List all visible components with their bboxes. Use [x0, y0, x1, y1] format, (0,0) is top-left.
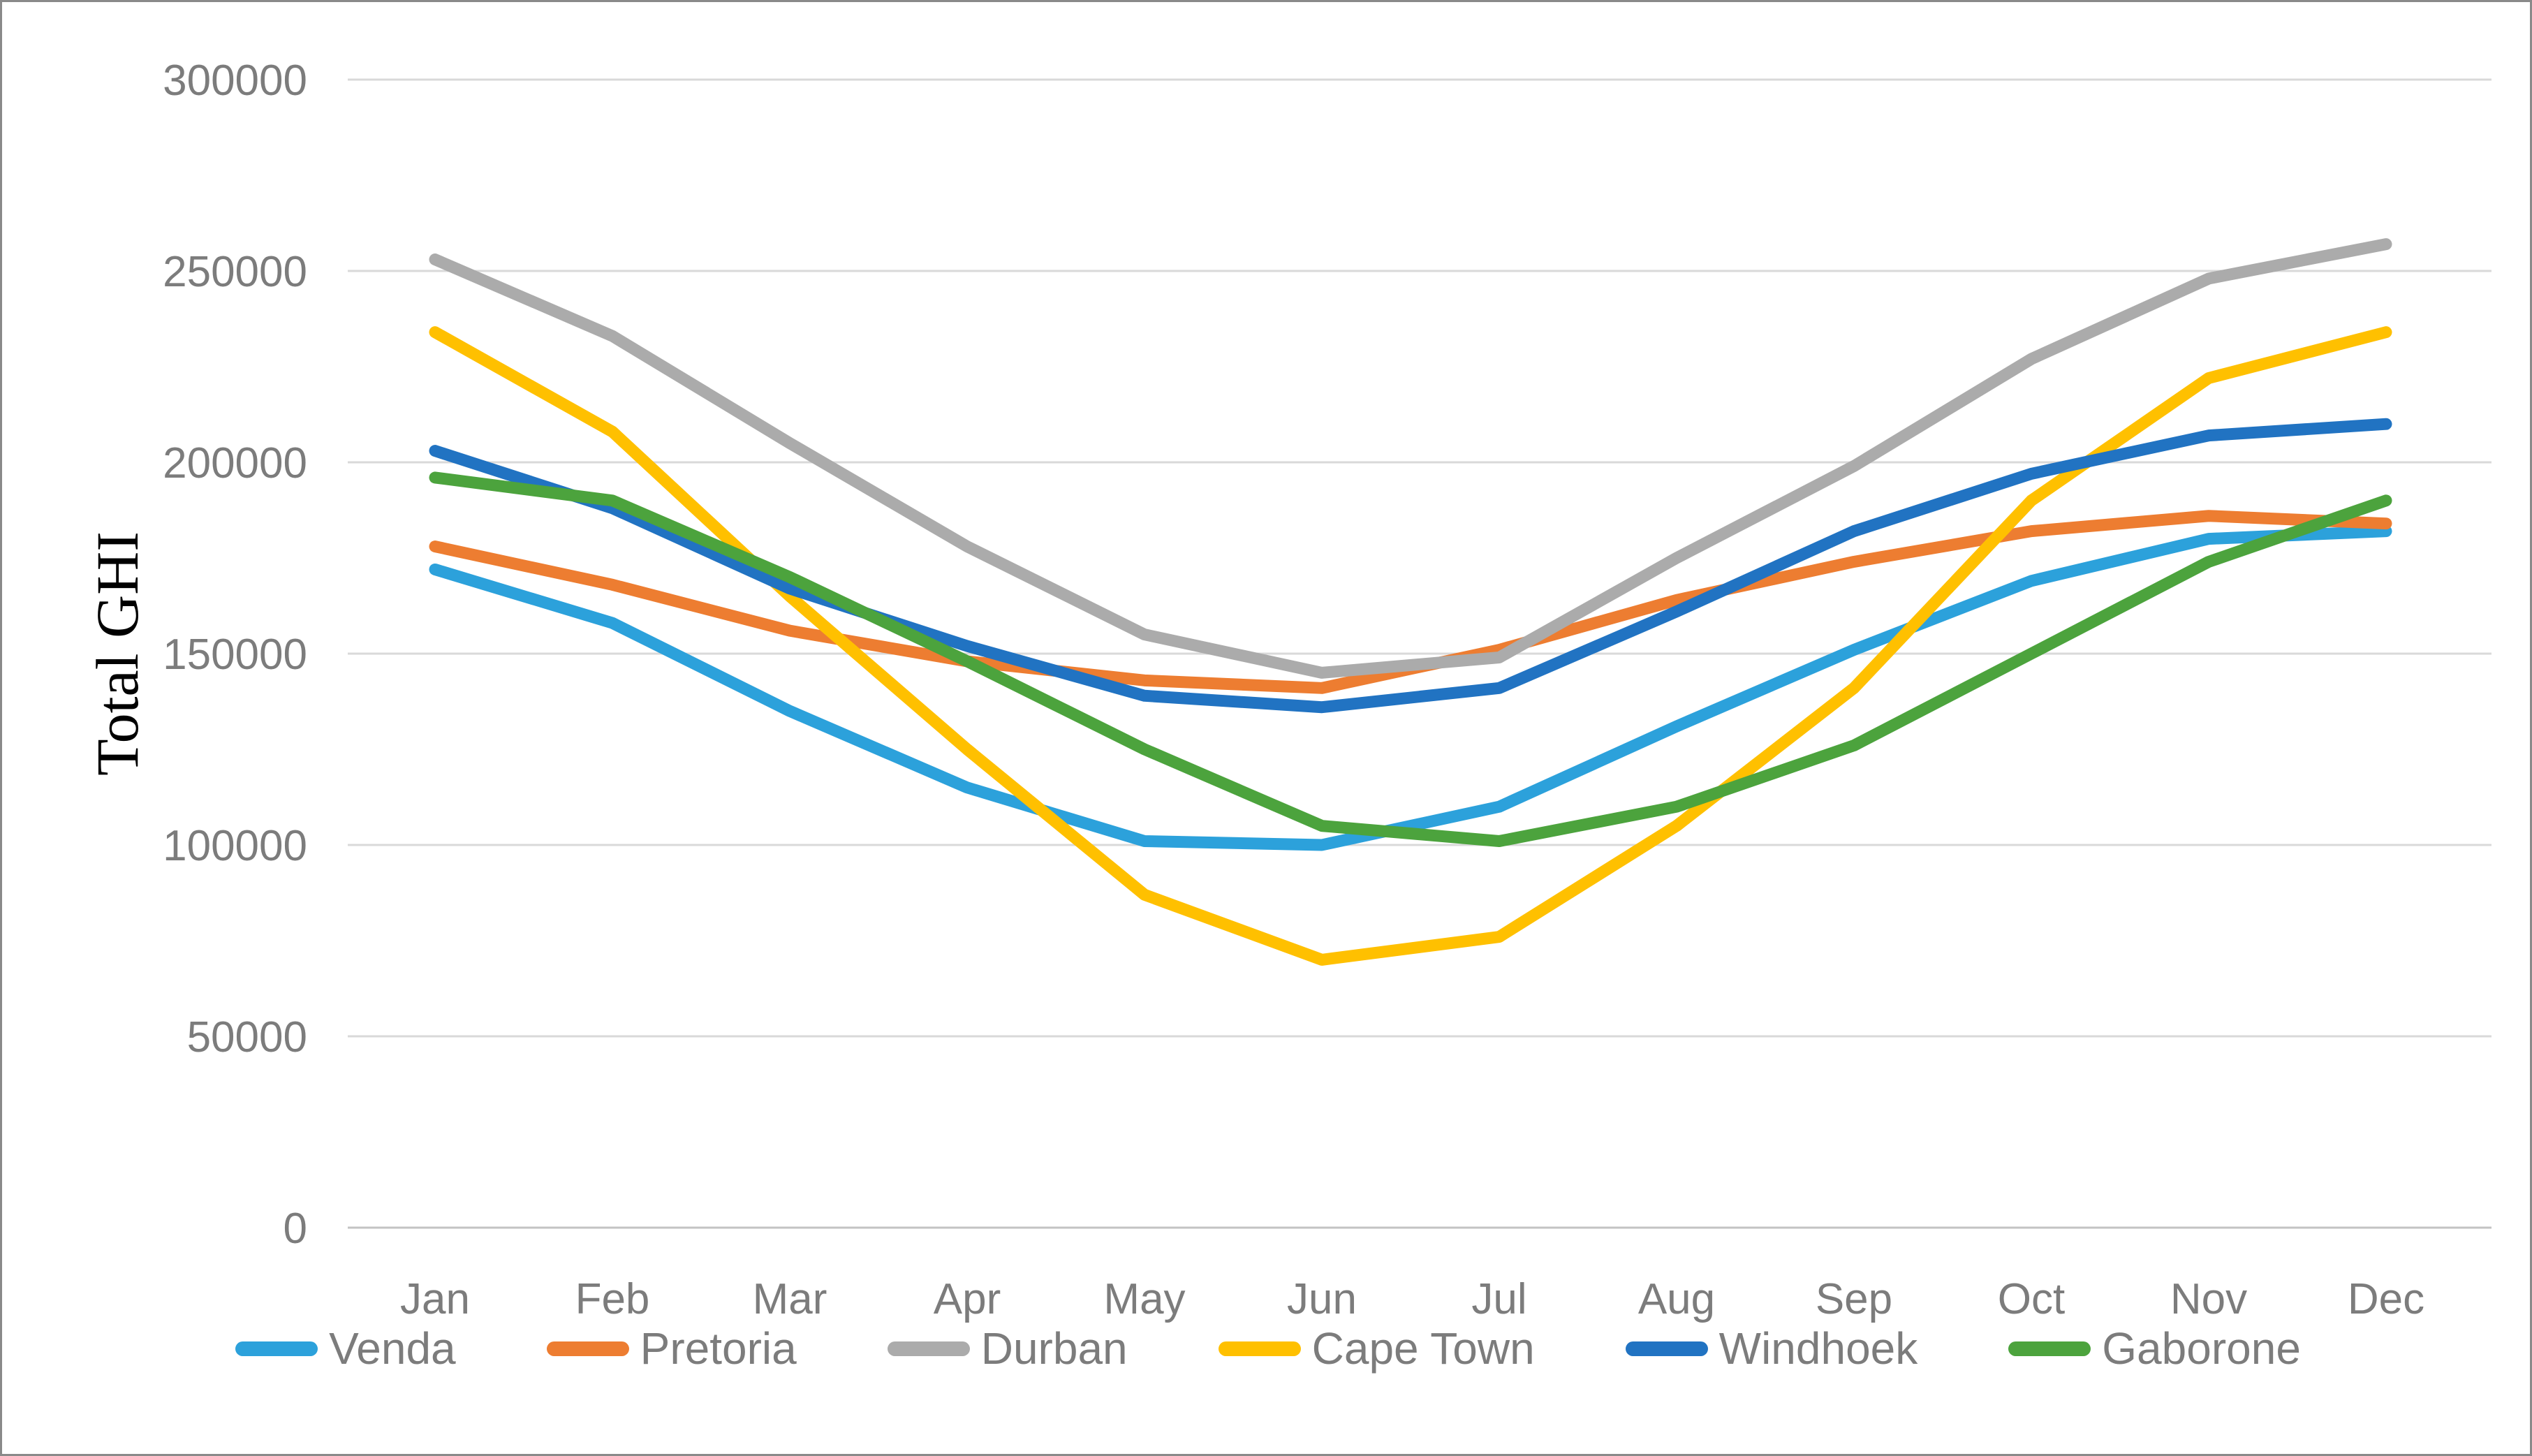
legend-item-pretoria: Pretoria — [546, 1323, 797, 1374]
legend-item-windhoek: Windhoek — [1625, 1323, 1918, 1374]
legend-label: Venda — [329, 1323, 456, 1374]
y-tick-label: 200000 — [163, 439, 307, 487]
legend-item-durban: Durban — [887, 1323, 1128, 1374]
legend-swatch-durban — [887, 1341, 970, 1356]
y-tick-label: 300000 — [163, 57, 307, 105]
legend-label: Pretoria — [640, 1323, 797, 1374]
legend-label: Windhoek — [1718, 1323, 1918, 1374]
y-tick-label: 150000 — [163, 631, 307, 679]
legend-swatch-gaborone — [2008, 1341, 2091, 1356]
x-tick-label-dec: Dec — [2348, 1275, 2424, 1323]
legend-swatch-pretoria — [546, 1341, 629, 1356]
legend-swatch-windhoek — [1625, 1341, 1708, 1356]
legend-item-venda: Venda — [235, 1326, 456, 1371]
x-tick-label-jul: Jul — [1471, 1275, 1526, 1323]
gridlines — [348, 78, 2491, 1229]
y-tick-label: 50000 — [187, 1013, 307, 1061]
x-tick-label-sep: Sep — [1816, 1275, 1892, 1323]
x-tick-label-nov: Nov — [2170, 1275, 2247, 1323]
x-axis-month-labels: Jan Feb Mar Apr May Jun Jul Aug Sep Oct Nov Dec — [400, 1275, 2424, 1323]
series-line-windhoek — [429, 418, 2392, 714]
x-tick-label-oct: Oct — [1998, 1275, 2065, 1323]
y-tick-label: 0 — [284, 1205, 307, 1253]
y-tick-label: 100000 — [163, 822, 307, 870]
series-line-durban — [429, 238, 2392, 679]
x-tick-label-jun: Jun — [1287, 1275, 1357, 1323]
legend-swatch-venda — [235, 1341, 318, 1356]
x-tick-label-feb: Feb — [575, 1275, 650, 1323]
x-tick-label-mar: Mar — [753, 1275, 827, 1323]
legend-label: Gaborone — [2102, 1323, 2301, 1374]
legend: Venda Pretoria Durban Cape Town Windhoek Gabo… — [2, 1323, 2530, 1374]
legend-swatch-cape-town — [1218, 1341, 1301, 1356]
series-lines — [429, 238, 2392, 966]
y-axis-title: Total GHI — [84, 531, 151, 776]
series-line-gaborone — [429, 471, 2392, 848]
y-axis-tick-labels: 0 50000 100000 150000 200000 250000 300000 — [163, 57, 307, 1253]
series-line-cape-town — [429, 326, 2392, 966]
y-tick-label: 250000 — [163, 248, 307, 296]
x-tick-label-aug: Aug — [1638, 1275, 1715, 1323]
legend-item-gaborone: Gaborone — [2008, 1326, 2301, 1371]
legend-item-cape-town: Cape Town — [1218, 1323, 1535, 1374]
x-tick-label-apr: Apr — [934, 1275, 1001, 1323]
x-tick-label-jan: Jan — [400, 1275, 470, 1323]
legend-label: Cape Town — [1311, 1323, 1535, 1374]
series-line-venda — [429, 525, 2392, 851]
legend-label: Durban — [980, 1323, 1128, 1374]
x-tick-label-may: May — [1103, 1275, 1185, 1323]
